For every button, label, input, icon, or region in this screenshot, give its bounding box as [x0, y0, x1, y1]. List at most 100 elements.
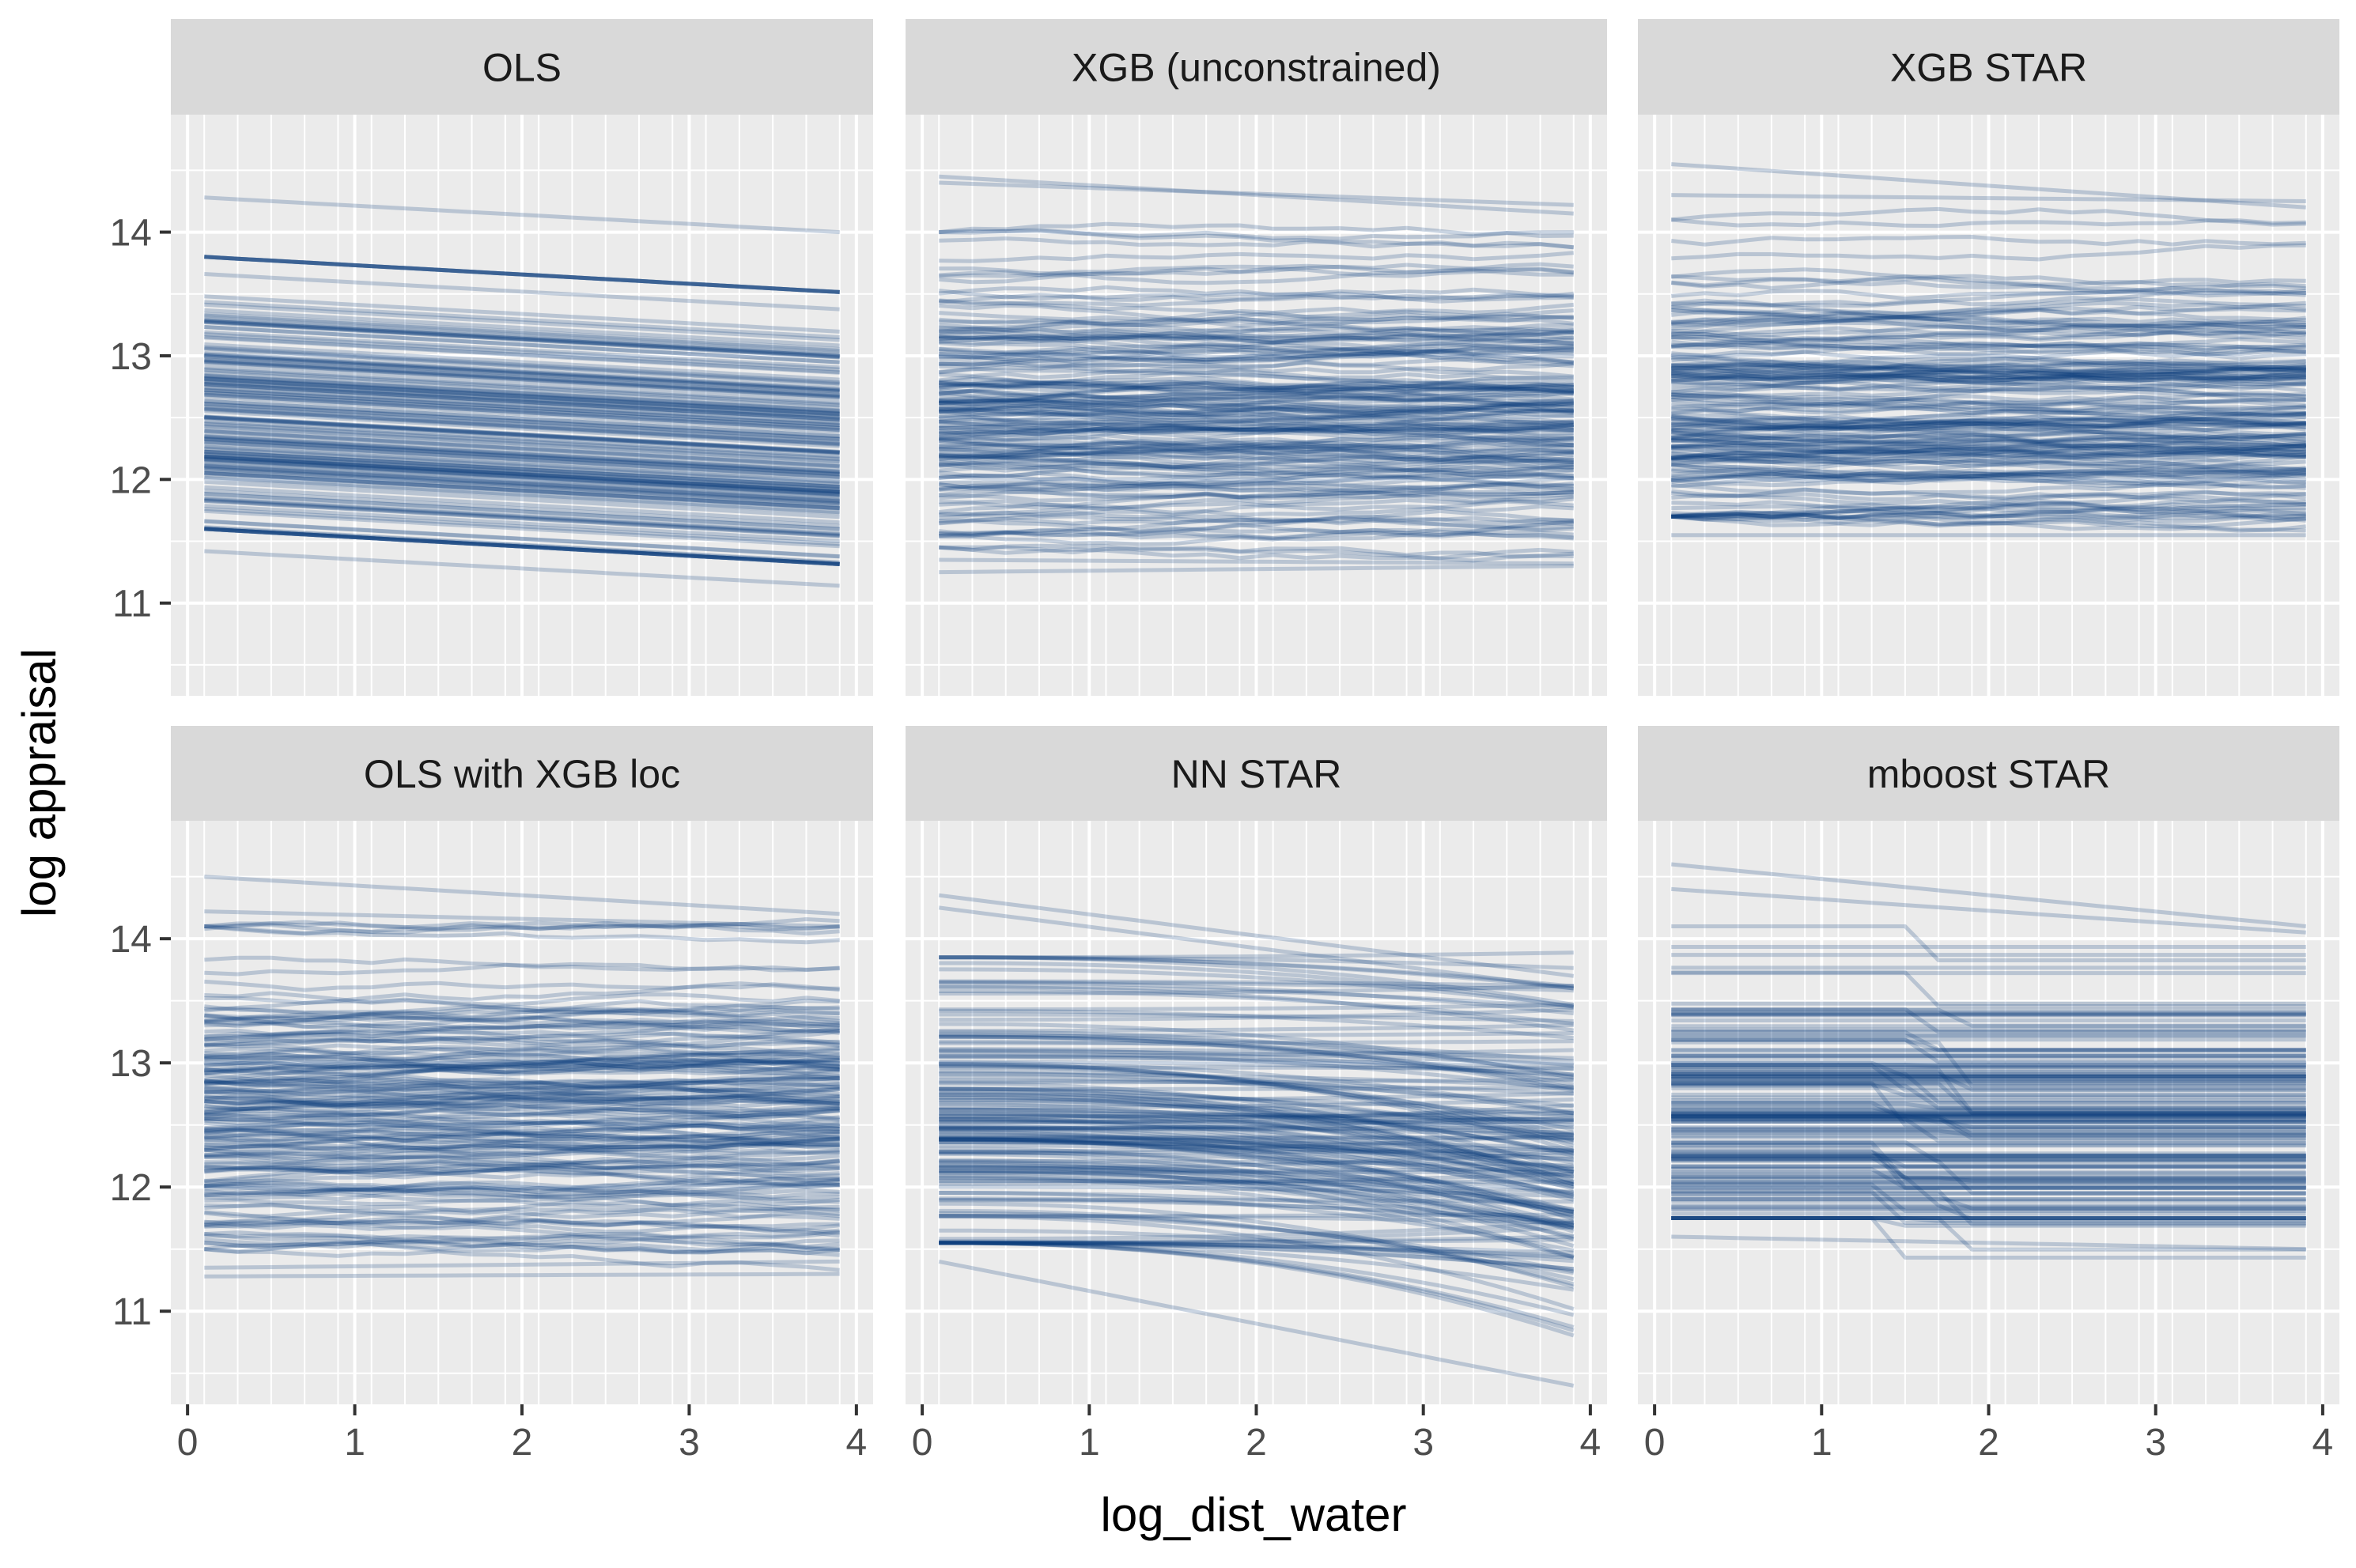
- series-line: [204, 1190, 840, 1201]
- series-line: [939, 453, 1574, 469]
- series-line: [204, 1074, 840, 1091]
- series-line: [1671, 346, 2306, 370]
- series-line: [204, 1056, 840, 1071]
- series-line: [939, 1114, 1574, 1122]
- series-line: [204, 387, 840, 427]
- series-line: [1670, 452, 2306, 477]
- series-line: [204, 392, 840, 432]
- series-line: [939, 1116, 1574, 1124]
- series-line: [1670, 452, 2306, 473]
- series-line: [938, 497, 1575, 515]
- series-line: [204, 1139, 840, 1156]
- series-line: [1671, 1037, 2306, 1064]
- series-line: [1671, 1063, 2306, 1093]
- series-line: [1670, 442, 2307, 460]
- series-line: [1670, 408, 2307, 442]
- series-line: [204, 450, 840, 489]
- series-line: [204, 1143, 840, 1158]
- series-line: [204, 1014, 840, 1030]
- series-line: [1670, 441, 2307, 457]
- series-line: [204, 454, 840, 493]
- series-line: [1671, 1071, 2306, 1092]
- series-line: [204, 429, 840, 469]
- series-line: [939, 1241, 1574, 1259]
- series-line: [204, 1127, 840, 1148]
- series-line: [1671, 345, 2306, 359]
- series-line: [939, 955, 1574, 970]
- series-line: [1671, 1158, 2306, 1196]
- series-line: [939, 1169, 1575, 1231]
- series-line: [939, 315, 1574, 327]
- series-line: [204, 470, 840, 511]
- series-line: [1671, 362, 2306, 383]
- series-line: [938, 378, 1574, 394]
- series-line: [204, 499, 840, 538]
- series-line: [204, 391, 840, 430]
- series-line: [939, 1012, 1574, 1023]
- series-line: [204, 1098, 840, 1117]
- series-line: [939, 1237, 1574, 1245]
- panel-olsxgb: OLS with XGB loc: [171, 726, 873, 1404]
- series-line: [939, 1137, 1575, 1215]
- series-line: [204, 319, 840, 358]
- series-line: [204, 489, 840, 528]
- series-line: [1670, 304, 2307, 321]
- series-line: [204, 406, 840, 446]
- series-line: [1670, 320, 2307, 338]
- series-line: [939, 1212, 1574, 1219]
- series-line: [1671, 410, 2307, 425]
- series-line: [938, 308, 1574, 338]
- series-line: [204, 1216, 840, 1238]
- series-line: [1671, 408, 2306, 426]
- series-line: [939, 451, 1574, 467]
- series-line: [204, 1059, 840, 1086]
- series-line: [204, 1154, 840, 1169]
- series-line: [1671, 421, 2306, 431]
- series-line: [204, 875, 840, 916]
- series-line: [1671, 415, 2306, 431]
- series-line: [939, 1241, 1574, 1260]
- series-line: [939, 499, 1574, 512]
- series-line: [204, 1181, 840, 1200]
- series-line: [204, 1073, 840, 1105]
- series-line: [204, 463, 840, 503]
- series-line: [204, 1212, 840, 1230]
- series-line: [1671, 480, 2306, 500]
- series-line: [939, 1241, 1575, 1292]
- series-line: [939, 344, 1574, 359]
- series-line: [939, 1166, 1575, 1215]
- series-line: [204, 346, 840, 386]
- series-line: [1670, 281, 2306, 301]
- series-line: [1671, 510, 2306, 523]
- series-line: [939, 446, 1574, 462]
- series-line: [938, 350, 1574, 363]
- series-line: [939, 1176, 1575, 1260]
- series-line: [204, 920, 840, 936]
- series-line: [1671, 1216, 2306, 1252]
- series-line: [204, 1064, 840, 1082]
- series-line: [939, 1111, 1575, 1192]
- x-tick-label: 3: [679, 1422, 700, 1464]
- series-line: [1671, 468, 2307, 482]
- series-line: [939, 1124, 1575, 1187]
- series-line: [939, 1136, 1574, 1150]
- series-line: [204, 1004, 840, 1019]
- series-line: [938, 291, 1574, 304]
- series-line: [1671, 308, 2306, 323]
- series-line: [204, 920, 840, 931]
- series-line: [1670, 470, 2307, 484]
- x-axis-title: log_dist_water: [1101, 1488, 1407, 1541]
- series-line: [1671, 1067, 2306, 1115]
- series-line: [939, 1110, 1574, 1120]
- series-line: [204, 527, 840, 566]
- series-line: [939, 1158, 1575, 1214]
- series-line: [939, 228, 1575, 250]
- series-line: [939, 406, 1574, 422]
- series-line: [938, 905, 1575, 991]
- series-line: [939, 1241, 1574, 1255]
- series-line: [1671, 1114, 2306, 1136]
- series-line: [204, 467, 840, 508]
- x-tick-label: 1: [1811, 1422, 1832, 1464]
- series-line: [204, 1188, 840, 1202]
